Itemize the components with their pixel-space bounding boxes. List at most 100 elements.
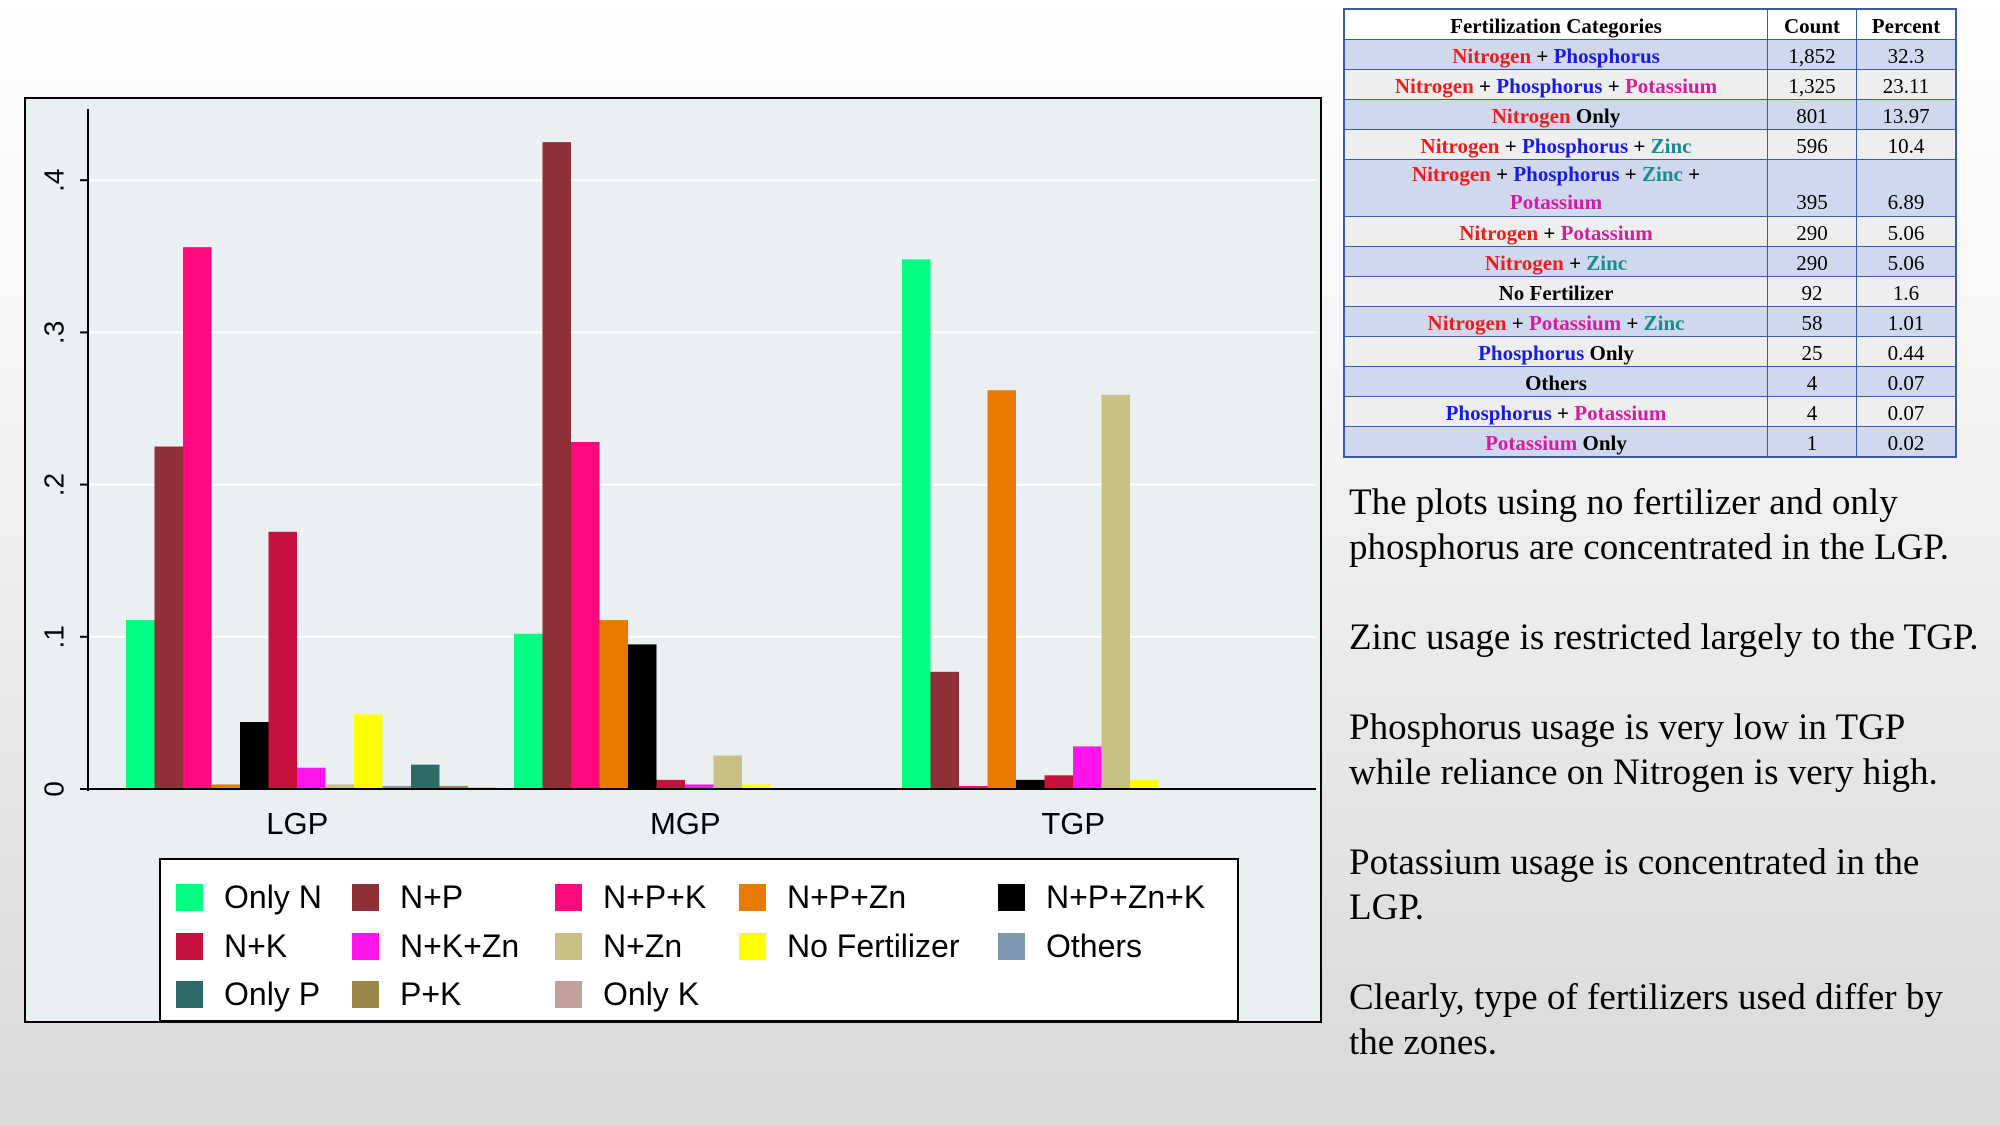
percent-cell: 5.06 xyxy=(1856,246,1957,277)
table-row: Nitrogen + Zinc 290 5.06 xyxy=(1343,246,1957,277)
legend-label: Only P xyxy=(224,976,320,1012)
percent-cell: 1.01 xyxy=(1856,306,1957,337)
table-body: Nitrogen + Phosphorus 1,852 32.3 Nitrogen +… xyxy=(1343,39,1957,458)
category-part: Potassium xyxy=(1485,431,1578,455)
legend-label: N+P+Zn xyxy=(787,879,906,915)
percent-cell: 0.07 xyxy=(1856,396,1957,427)
category-part: + xyxy=(1490,162,1514,186)
percent-cell: 6.89 xyxy=(1856,159,1957,217)
category-part: + xyxy=(1563,251,1587,275)
bar xyxy=(297,767,326,789)
y-tick-label: .4 xyxy=(39,169,70,192)
legend-swatch xyxy=(176,933,203,960)
count-cell: 25 xyxy=(1767,336,1857,367)
category-part: + xyxy=(1506,311,1529,335)
count-cell: 801 xyxy=(1767,99,1857,130)
legend-swatch xyxy=(176,884,203,911)
bar xyxy=(154,446,183,789)
category-part: + xyxy=(1628,134,1651,158)
category-cell: Nitrogen + Phosphorus + Zinc xyxy=(1343,129,1768,160)
legend-swatch xyxy=(352,933,379,960)
category-part: Phosphorus xyxy=(1496,74,1603,98)
x-tick-label: MGP xyxy=(650,806,721,841)
count-cell: 596 xyxy=(1767,129,1857,160)
count-cell: 4 xyxy=(1767,396,1857,427)
percent-cell: 13.97 xyxy=(1856,99,1957,130)
legend-swatch xyxy=(352,981,379,1008)
legend-swatch xyxy=(998,884,1025,911)
fertilization-table: Fertilization Categories Count Percent N… xyxy=(1343,8,1957,458)
legend-swatch xyxy=(555,981,582,1008)
legend-label: N+K+Zn xyxy=(400,928,519,964)
category-part: Potassium xyxy=(1509,190,1603,214)
table-row: Potassium Only 1 0.02 xyxy=(1343,426,1957,458)
category-cell: Phosphorus + Potassium xyxy=(1343,396,1768,427)
table-row: Phosphorus + Potassium 4 0.07 xyxy=(1343,396,1957,427)
category-part: Others xyxy=(1525,371,1587,395)
category-cell: Nitrogen + Potassium + Zinc xyxy=(1343,306,1768,337)
bar xyxy=(211,784,240,789)
category-cell: Nitrogen + Potassium xyxy=(1343,216,1768,247)
y-tick-label: .1 xyxy=(39,625,70,648)
category-part: Phosphorus xyxy=(1521,134,1629,158)
category-part: Only xyxy=(1577,431,1627,455)
x-tick-label: TGP xyxy=(1041,806,1105,841)
bar xyxy=(742,784,771,789)
bar xyxy=(183,247,212,790)
category-part: Phosphorus xyxy=(1478,341,1585,365)
category-part: Nitrogen xyxy=(1394,74,1474,98)
category-part: Nitrogen xyxy=(1484,251,1564,275)
count-cell: 1,325 xyxy=(1767,69,1857,100)
table-row: Nitrogen + Potassium + Zinc 58 1.01 xyxy=(1343,306,1957,337)
bar xyxy=(240,722,269,789)
category-part: + xyxy=(1538,221,1561,245)
category-part: + xyxy=(1473,74,1497,98)
legend-swatch xyxy=(739,884,766,911)
table-row: Nitrogen + Phosphorus + Zinc + Potassium 3… xyxy=(1343,159,1957,217)
category-part: Phosphorus xyxy=(1445,401,1552,425)
category-part: Potassium xyxy=(1560,221,1653,245)
table-header-row: Fertilization Categories Count Percent xyxy=(1343,8,1957,40)
category-part: Nitrogen xyxy=(1427,311,1507,335)
count-cell: 290 xyxy=(1767,246,1857,277)
category-part: Potassium xyxy=(1624,74,1718,98)
category-part: Phosphorus xyxy=(1513,162,1620,186)
category-part: + xyxy=(1499,134,1522,158)
note-4: Potassium usage is concentrated in the L… xyxy=(1349,842,1920,928)
bar xyxy=(571,441,600,789)
category-part: Only xyxy=(1570,104,1621,128)
percent-cell: 32.3 xyxy=(1856,39,1957,70)
note-5: Clearly, type of fertilizers used differ… xyxy=(1349,977,1943,1063)
header-category: Fertilization Categories xyxy=(1343,8,1768,40)
category-cell: Phosphorus Only xyxy=(1343,336,1768,367)
bar-chart: 0 .1 .2 .3 .4 LGP MGP TGP Only N N+P N+P+K N+P+Zn N+… xyxy=(39,109,1316,1021)
percent-cell: 10.4 xyxy=(1856,129,1957,160)
chart-panel: 0 .1 .2 .3 .4 LGP MGP TGP Only N N+P N+P+K N+P+Zn N+… xyxy=(24,97,1322,1023)
table-row: Nitrogen + Phosphorus + Potassium 1,325 23… xyxy=(1343,69,1957,100)
bar xyxy=(1016,779,1045,789)
legend-swatch xyxy=(555,933,582,960)
category-part: Zinc xyxy=(1643,311,1685,335)
table-row: Nitrogen + Phosphorus 1,852 32.3 xyxy=(1343,39,1957,70)
table-row: Nitrogen Only 801 13.97 xyxy=(1343,99,1957,130)
count-cell: 58 xyxy=(1767,306,1857,337)
legend-label: Only N xyxy=(224,879,322,915)
category-part: + xyxy=(1619,162,1643,186)
legend-label: Others xyxy=(1046,928,1142,964)
percent-cell: 1.6 xyxy=(1856,276,1957,307)
table-row: No Fertilizer 92 1.6 xyxy=(1343,276,1957,307)
bar xyxy=(1073,746,1102,789)
table-row: Nitrogen + Potassium 290 5.06 xyxy=(1343,216,1957,247)
category-part: Zinc xyxy=(1642,162,1683,186)
count-cell: 1 xyxy=(1767,426,1857,458)
legend-label: N+K xyxy=(224,928,287,964)
category-cell: Nitrogen Only xyxy=(1343,99,1768,130)
legend-label: N+P xyxy=(400,879,463,915)
category-cell: Nitrogen + Phosphorus xyxy=(1343,39,1768,70)
legend-swatch xyxy=(176,981,203,1008)
category-part: No Fertilizer xyxy=(1498,281,1614,305)
category-part: Only xyxy=(1584,341,1634,365)
legend-swatch xyxy=(998,933,1025,960)
legend-box xyxy=(159,858,1239,1021)
category-part: Phosphorus xyxy=(1553,44,1660,68)
